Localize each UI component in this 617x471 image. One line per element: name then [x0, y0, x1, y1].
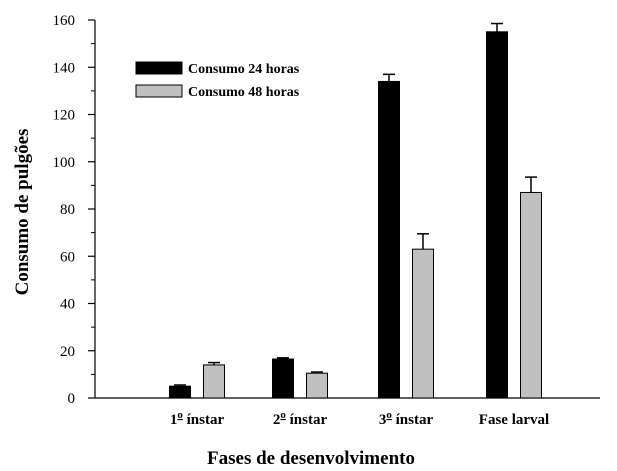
bar-24h-1	[169, 385, 191, 399]
y-tick-label: 0	[68, 391, 76, 407]
y-tick-label: 120	[53, 108, 76, 124]
bar-48h-1	[203, 364, 225, 399]
legend-swatch-48h	[135, 84, 183, 98]
bar-24h-3	[378, 80, 400, 399]
y-axis-title: Consumo de pulgões	[12, 129, 33, 296]
y-tick-label: 80	[60, 202, 75, 218]
error-bars	[174, 22, 537, 387]
legend: Consumo 24 horas Consumo 48 horas	[135, 61, 300, 100]
x-tick-label: 2o ínstar	[273, 409, 328, 428]
y-tick-label: 100	[53, 155, 76, 171]
bar-24h-4	[486, 31, 508, 399]
y-ticks: 0 20 40 60 80 100 120 140 160	[53, 13, 95, 407]
y-tick-label: 40	[60, 297, 75, 313]
legend-swatch-24h	[135, 61, 183, 75]
y-tick-label: 160	[53, 13, 76, 29]
y-tick-label: 20	[60, 344, 75, 360]
legend-label-48h: Consumo 48 horas	[188, 85, 300, 100]
y-tick-label: 60	[60, 249, 75, 265]
bar-48h-3	[412, 248, 434, 399]
x-tick-labels: 1o ínstar 2o ínstar 3o ínstar Fase larval	[170, 409, 549, 428]
y-tick-label: 140	[53, 60, 76, 76]
bar-48h-2	[306, 372, 328, 399]
x-tick-label: Fase larval	[479, 412, 549, 428]
bar-48h-4	[520, 191, 542, 399]
bar-24h-2	[272, 358, 294, 399]
bars	[169, 31, 542, 399]
legend-label-24h: Consumo 24 horas	[188, 62, 300, 77]
x-axis-title: Fases de desenvolvimento	[207, 448, 415, 469]
x-tick-label: 3o ínstar	[379, 409, 434, 428]
x-tick-label: 1o ínstar	[170, 409, 225, 428]
